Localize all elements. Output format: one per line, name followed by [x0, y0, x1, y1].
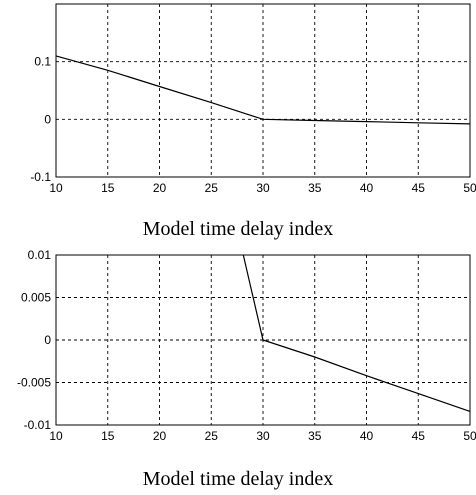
x-tick-label: 35	[308, 181, 322, 195]
x-tick-label: 50	[463, 181, 476, 195]
y-tick-label: 0.1	[34, 55, 51, 69]
x-tick-label: 30	[256, 181, 270, 195]
x-tick-label: 50	[463, 429, 476, 443]
axes-box	[55, 3, 471, 178]
y-tick-label: -0.01	[24, 418, 52, 432]
y-tick-label: 0.005	[21, 291, 51, 305]
y-tick-label: 0	[44, 112, 51, 126]
x-tick-label: 10	[49, 181, 63, 195]
bottom-plot: 10 15 20 25 30 35 40 45 50 0.01 0.005 0 -0.005 -0.01	[17, 248, 476, 443]
axes-box	[55, 254, 471, 426]
y-tick-label: -0.1	[30, 170, 51, 184]
y-tick-label: 0.01	[28, 248, 52, 262]
x-tick-label: 15	[101, 181, 115, 195]
top-x-axis-label: Model time delay index	[142, 218, 334, 240]
x-tick-label: 20	[153, 429, 167, 443]
x-tick-label: 25	[205, 181, 219, 195]
y-tick-label: 0	[44, 333, 51, 347]
x-tick-label: 10	[49, 429, 63, 443]
x-tick-label: 30	[256, 429, 270, 443]
x-tick-label: 15	[101, 429, 115, 443]
x-tick-label: 35	[308, 429, 322, 443]
x-tick-label: 45	[412, 181, 426, 195]
series-line	[242, 254, 471, 412]
x-tick-label: 45	[412, 429, 426, 443]
series-line	[55, 55, 471, 125]
top-plot: 10 15 20 25 30 35 40 45 50 -0.1 0 0.1	[30, 3, 476, 195]
bottom-x-axis-label: Model time delay index	[142, 468, 334, 490]
x-tick-label: 40	[360, 429, 374, 443]
x-tick-label: 25	[205, 429, 219, 443]
x-tick-label: 20	[153, 181, 167, 195]
y-tick-label: -0.005	[17, 376, 51, 390]
x-tick-label: 40	[360, 181, 374, 195]
